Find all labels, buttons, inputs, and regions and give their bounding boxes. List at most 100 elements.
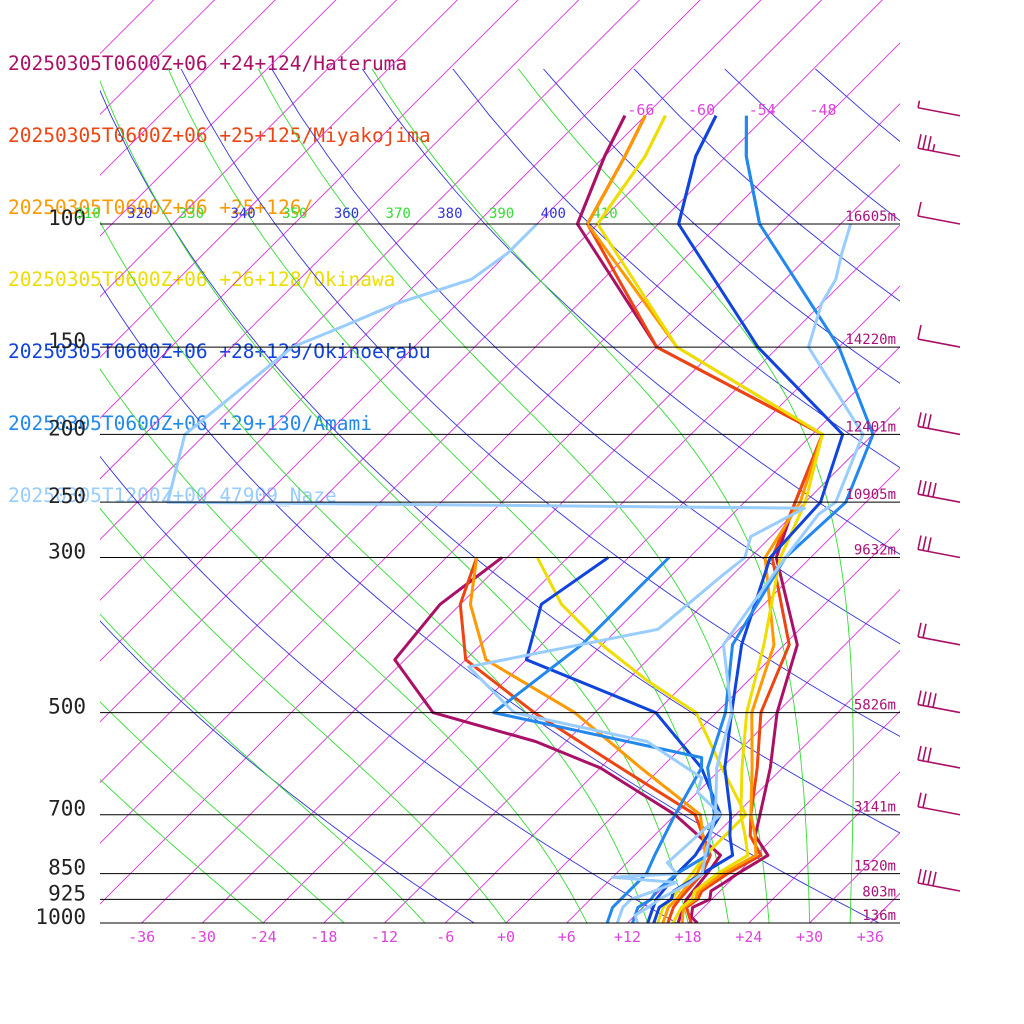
wind-barb-staff — [917, 882, 961, 892]
pressure-label: 925 — [48, 881, 86, 905]
profile-layer — [166, 115, 875, 923]
wind-barb — [917, 535, 961, 559]
theta-label: 400 — [541, 206, 566, 222]
theta-label: 310 — [75, 206, 100, 222]
height-label: 9632m — [854, 543, 896, 559]
wind-barb — [917, 412, 961, 436]
wind-barb-flag — [917, 412, 922, 427]
upper-temperature-profile-4 — [677, 115, 718, 225]
dry-adiabat-line — [361, 68, 900, 555]
wind-barb-staff — [917, 215, 961, 225]
upper-temperature-profile-3 — [596, 115, 667, 225]
theta-label: 390 — [489, 206, 514, 222]
isotherm-line — [100, 0, 216, 116]
height-label: 10905m — [845, 487, 896, 503]
temperature-tick-label: +30 — [796, 928, 823, 946]
height-label: 16605m — [845, 209, 896, 225]
isotherm-line — [444, 467, 900, 923]
background-grid — [0, 0, 900, 923]
isotherm-line — [748, 771, 900, 923]
moist-adiabat-line — [100, 368, 588, 923]
pressure-label: 150 — [48, 329, 86, 353]
isotherm-line — [100, 0, 883, 784]
legend-entry-naze-observation: 20250305T1200Z+00 47909_Naze — [8, 484, 337, 507]
legend: 20250305T0600Z+06 +24+124/Hateruma 20250… — [8, 4, 431, 532]
wind-barb — [917, 622, 961, 646]
wind-barb-staff — [917, 805, 961, 816]
isotherm-line — [870, 892, 900, 923]
isotherm-line — [100, 0, 458, 358]
moist-adiabat-line — [100, 701, 345, 923]
theta-label: 340 — [230, 206, 255, 222]
pressure-label: 100 — [48, 206, 86, 230]
wind-barb-staff — [917, 759, 961, 769]
temperature-tick-label: -12 — [371, 928, 398, 946]
theta-label: 350 — [282, 206, 307, 222]
wind-barb-flag — [922, 135, 927, 150]
isotherm-line — [262, 285, 900, 923]
dry-adiabat-line — [180, 68, 900, 737]
height-label: 803m — [862, 884, 896, 900]
upper-temperature-profile-5 — [744, 115, 762, 225]
isotherm-line — [323, 346, 900, 923]
wind-barb-staff — [917, 493, 961, 503]
wind-barb-flag — [922, 793, 927, 808]
isotherm-line — [100, 103, 900, 905]
wind-barb-flag — [917, 535, 922, 550]
pressure-label: 300 — [48, 540, 86, 564]
wind-barb-flag — [932, 482, 937, 498]
wind-barb — [917, 792, 961, 816]
temperature-tick-label: -36 — [128, 928, 155, 946]
pressure-label: 250 — [48, 484, 86, 508]
height-label: 12401m — [845, 419, 896, 435]
isotherm-line — [100, 0, 762, 662]
isotherm-line — [0, 0, 297, 923]
moist-adiabat-line — [257, 68, 770, 923]
wind-barb — [917, 324, 961, 348]
isotherm-line — [687, 710, 900, 923]
wind-barb-staff — [917, 338, 961, 348]
pressure-label: 1000 — [35, 905, 86, 929]
upper-temperature-profile-0 — [576, 115, 627, 225]
wind-barb-flag — [917, 868, 922, 884]
isotherm-line — [100, 0, 155, 55]
isotherm-label: -60 — [688, 101, 715, 119]
isotherm-label: -54 — [749, 101, 776, 119]
legend-entry-miyakojima: 20250305T0600Z+06 +25+125/Miyakojima — [8, 124, 431, 147]
isotherm-line — [100, 0, 641, 541]
isotherm-line — [202, 224, 900, 923]
wind-barb-flag — [922, 623, 927, 638]
moist-adiabat-line — [100, 778, 264, 923]
theta-label: 380 — [437, 206, 462, 222]
temperature-tick-label: -24 — [250, 928, 277, 946]
upper-profile-layer — [576, 115, 762, 225]
wind-barb-staff — [917, 548, 961, 559]
theta-label: 330 — [179, 206, 204, 222]
isotherm-line — [0, 0, 175, 923]
wind-barb-flag — [917, 745, 922, 761]
isotherm-line — [100, 0, 337, 237]
wind-barb-flag — [927, 692, 932, 707]
wind-barb-flag — [927, 747, 932, 762]
wind-barb-flag — [932, 693, 937, 708]
wind-barb-flag — [922, 536, 927, 551]
wind-barb-flag — [932, 871, 937, 887]
wind-barb — [917, 100, 961, 117]
wind-barb-flag — [922, 869, 927, 885]
wind-barb-flag — [917, 479, 922, 495]
wind-barb-staff — [917, 636, 961, 646]
height-label: 14220m — [845, 332, 896, 348]
temperature-tick-label: +24 — [735, 928, 762, 946]
wind-barb-flag — [917, 690, 922, 705]
temperature-profile-3 — [596, 115, 824, 923]
isotherm-line — [141, 163, 900, 923]
dry-adiabat-line — [100, 455, 677, 923]
temperature-profile-5 — [631, 115, 875, 923]
theta-label: 360 — [334, 206, 359, 222]
wind-barb-flag — [922, 480, 927, 496]
isotherm-line — [100, 0, 701, 601]
wind-barb-half-flag — [932, 143, 936, 152]
legend-entry-okinoerabu: 20250305T0600Z+06 +28+129/Okinoerabu — [8, 340, 431, 363]
pressure-label: 200 — [48, 416, 86, 440]
